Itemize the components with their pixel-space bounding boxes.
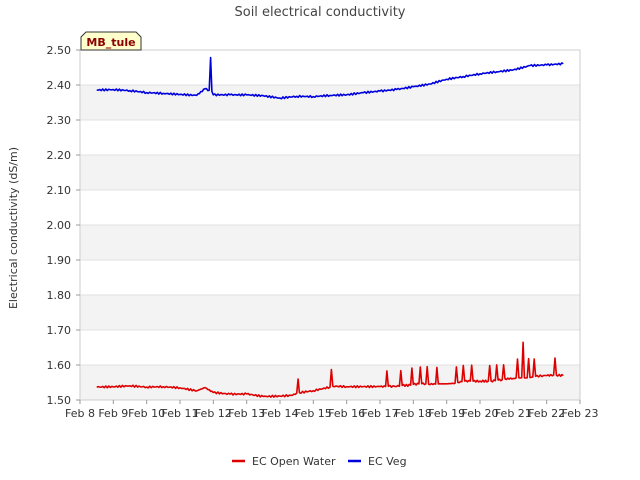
x-tick-label: Feb 9 bbox=[98, 407, 128, 420]
plot-bands bbox=[80, 50, 580, 400]
x-tick-label: Feb 21 bbox=[495, 407, 532, 420]
series-line-0 bbox=[96, 341, 564, 398]
plot-band bbox=[80, 190, 580, 225]
y-tick-label: 2.10 bbox=[47, 184, 72, 197]
x-tick-label: Feb 8 bbox=[65, 407, 95, 420]
x-tick-label: Feb 17 bbox=[362, 407, 399, 420]
y-tick-label: 2.40 bbox=[47, 79, 72, 92]
y-axis-label: Electrical conductivity (dS/m) bbox=[7, 147, 20, 309]
site-badge-label: MB_tule bbox=[86, 36, 135, 49]
x-tick-label: Feb 15 bbox=[295, 407, 332, 420]
x-tick-label: Feb 14 bbox=[262, 407, 299, 420]
site-badge-shape bbox=[80, 31, 142, 51]
x-tick-label: Feb 19 bbox=[428, 407, 465, 420]
x-tick-label: Feb 16 bbox=[328, 407, 365, 420]
x-tick-label: Feb 11 bbox=[162, 407, 199, 420]
y-tick-label: 1.90 bbox=[47, 254, 72, 267]
x-tick-label: Feb 10 bbox=[128, 407, 165, 420]
x-tick-label: Feb 20 bbox=[462, 407, 499, 420]
y-tick-label: 1.80 bbox=[47, 289, 72, 302]
legend-label: EC Open Water bbox=[252, 455, 336, 468]
plot-band bbox=[80, 260, 580, 295]
series-line-1 bbox=[96, 56, 564, 100]
y-tick-label: 2.50 bbox=[47, 44, 72, 57]
y-tick-label: 2.20 bbox=[47, 149, 72, 162]
series-layer bbox=[96, 56, 564, 398]
plot-band bbox=[80, 50, 580, 85]
legend[interactable]: EC Open Water EC Veg bbox=[232, 455, 407, 468]
plot-band bbox=[80, 330, 580, 365]
legend-item-0[interactable]: EC Open Water bbox=[232, 455, 336, 468]
chart-title: Soil electrical conductivity bbox=[234, 5, 405, 20]
legend-label: EC Veg bbox=[368, 455, 407, 468]
plot-band bbox=[80, 225, 580, 260]
plot-band bbox=[80, 295, 580, 330]
y-tick-label: 1.50 bbox=[47, 394, 72, 407]
y-tick-label: 2.00 bbox=[47, 219, 72, 232]
x-tick-label: Feb 13 bbox=[228, 407, 265, 420]
y-axis: 1.50 1.60 1.70 1.80 1.90 2.00 2.10 2.20 2.30 2.40… bbox=[47, 44, 80, 407]
x-tick-label: Feb 12 bbox=[195, 407, 232, 420]
y-tick-label: 1.70 bbox=[47, 324, 72, 337]
y-tick-label: 2.30 bbox=[47, 114, 72, 127]
x-tick-label: Feb 22 bbox=[528, 407, 565, 420]
plot-band bbox=[80, 155, 580, 190]
y-tick-label: 1.60 bbox=[47, 359, 72, 372]
plot-band bbox=[80, 120, 580, 155]
legend-item-1[interactable]: EC Veg bbox=[348, 455, 407, 468]
site-badge: MB_tule bbox=[80, 31, 142, 51]
plot-band bbox=[80, 85, 580, 120]
x-tick-label: Feb 23 bbox=[562, 407, 599, 420]
x-tick-label: Feb 18 bbox=[395, 407, 432, 420]
